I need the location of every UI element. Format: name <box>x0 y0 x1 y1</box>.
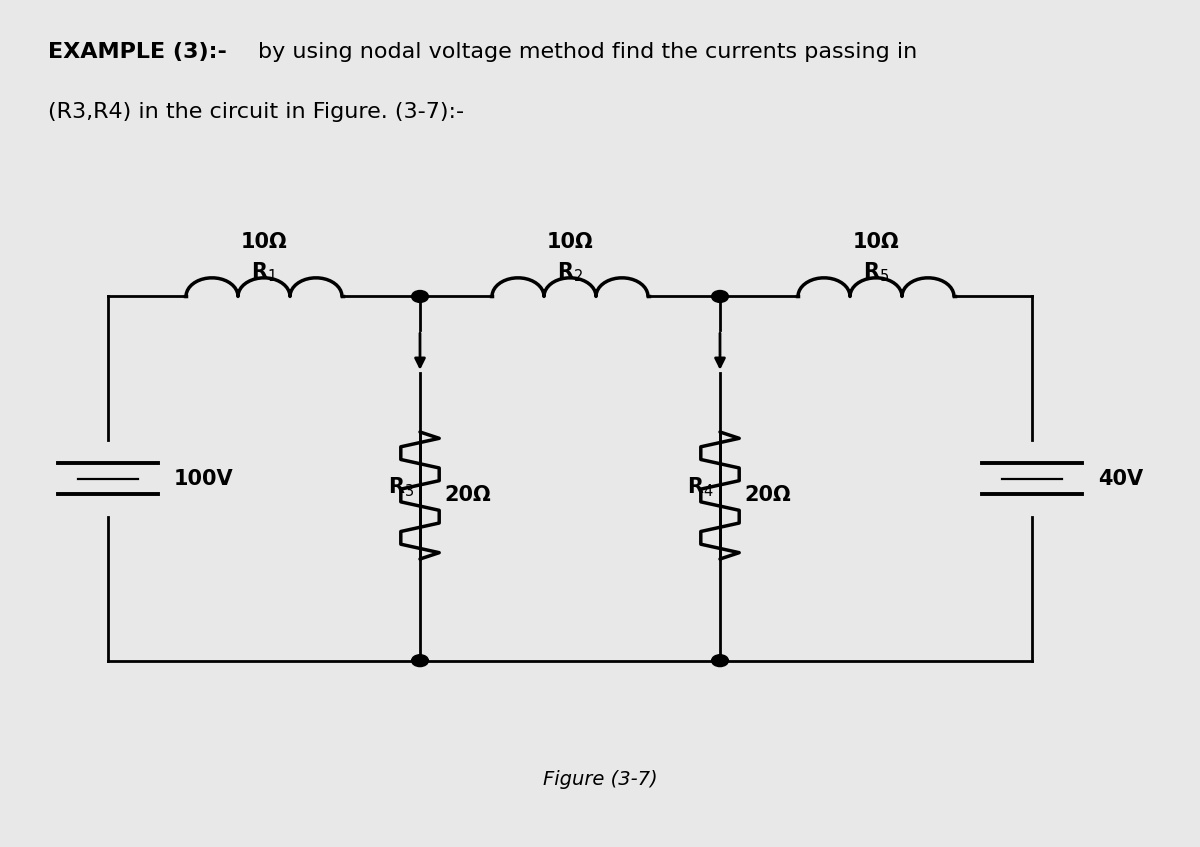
Text: (R3,R4) in the circuit in Figure. (3-7):-: (R3,R4) in the circuit in Figure. (3-7):… <box>48 102 464 122</box>
Text: 20Ω: 20Ω <box>444 485 491 506</box>
Text: R$_3$: R$_3$ <box>388 475 414 499</box>
Text: 10Ω: 10Ω <box>547 232 593 252</box>
Circle shape <box>712 655 728 667</box>
Text: 10Ω: 10Ω <box>241 232 287 252</box>
Text: R$_1$: R$_1$ <box>251 260 277 284</box>
Text: R$_5$: R$_5$ <box>863 260 889 284</box>
Text: Figure (3-7): Figure (3-7) <box>542 770 658 789</box>
Text: 100V: 100V <box>174 468 234 489</box>
Text: R$_2$: R$_2$ <box>557 260 583 284</box>
Circle shape <box>412 655 428 667</box>
Text: 40V: 40V <box>1098 468 1144 489</box>
Text: R$_4$: R$_4$ <box>688 475 714 499</box>
Text: 10Ω: 10Ω <box>853 232 899 252</box>
Text: 20Ω: 20Ω <box>744 485 791 506</box>
Circle shape <box>712 291 728 302</box>
Text: by using nodal voltage method find the currents passing in: by using nodal voltage method find the c… <box>258 42 917 63</box>
Text: EXAMPLE (3):-: EXAMPLE (3):- <box>48 42 227 63</box>
Circle shape <box>412 291 428 302</box>
